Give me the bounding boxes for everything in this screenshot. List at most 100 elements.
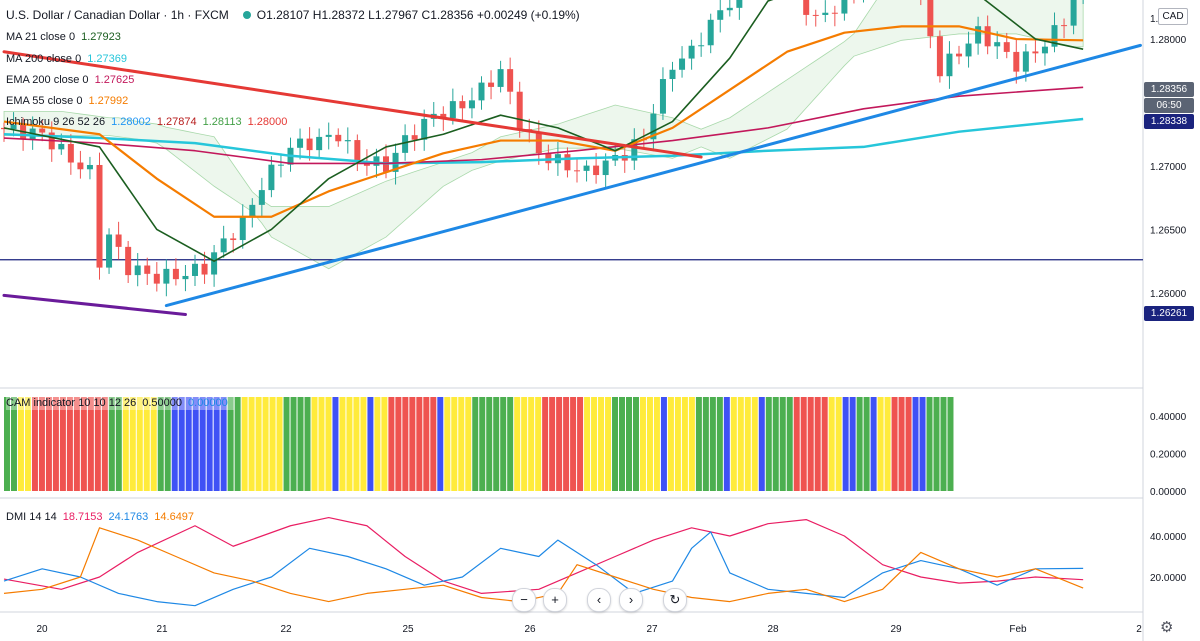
currency-badge[interactable]: CAD — [1158, 8, 1188, 25]
cam-bar — [653, 397, 660, 491]
candle-body — [58, 143, 65, 150]
cam-bar — [751, 397, 758, 491]
cam-bar — [856, 397, 863, 491]
cam-bar — [290, 397, 297, 491]
price-tick-label: 1.2 — [1150, 14, 1164, 25]
cam-bar — [416, 397, 423, 491]
cam-bar — [500, 397, 507, 491]
legend-ema200-label: EMA 200 close 0 — [6, 74, 89, 86]
cam-bar — [206, 397, 213, 491]
candle-body — [927, 0, 934, 37]
price-tick-label: 1.28000 — [1150, 35, 1187, 46]
time-tick-label: 22 — [280, 624, 292, 635]
zoom-out-button[interactable]: − — [512, 588, 536, 612]
cam-bar — [318, 397, 325, 491]
candle-body — [736, 0, 743, 8]
cam-bar — [451, 397, 458, 491]
cam-bar — [143, 397, 150, 491]
cam-bar — [765, 397, 772, 491]
cam-bar — [632, 397, 639, 491]
cam-bar — [178, 397, 185, 491]
legend-ichimoku[interactable]: Ichimoku 9 26 52 26 1.28002 1.27874 1.28113… — [6, 115, 293, 129]
cam-bar — [122, 397, 129, 491]
cam-bar — [262, 397, 269, 491]
scroll-right-button[interactable]: › — [619, 588, 643, 612]
cam-bar — [542, 397, 549, 491]
trendline-2 — [164, 43, 1142, 308]
cam-bar — [395, 397, 402, 491]
cam-bar — [465, 397, 472, 491]
candle-body — [440, 113, 447, 119]
legend-cam[interactable]: CAM indicator 10 10 12 26 0.50000 0.00000 — [6, 396, 234, 410]
cam-bar — [912, 397, 919, 491]
cam-bar — [283, 397, 290, 491]
settings-button[interactable]: ⚙ — [1160, 618, 1173, 636]
legend-ema55[interactable]: EMA 55 close 0 1.27992 — [6, 94, 134, 108]
candle-body — [297, 138, 304, 148]
cam-bar — [779, 397, 786, 491]
zoom-in-button[interactable]: + — [543, 588, 567, 612]
candle-body — [1041, 46, 1048, 54]
dmi-label: DMI 14 14 — [6, 511, 57, 523]
legend-ma200[interactable]: MA 200 close 0 1.27369 — [6, 52, 133, 66]
legend-dmi[interactable]: DMI 14 14 18.7153 24.1763 14.6497 — [6, 510, 200, 524]
candle-body — [564, 154, 571, 171]
cam-bar — [339, 397, 346, 491]
candle-body — [956, 53, 962, 57]
price-tick-label: 1.26000 — [1150, 289, 1187, 300]
cam-bar — [388, 397, 395, 491]
legend-ema200[interactable]: EMA 200 close 0 1.27625 — [6, 73, 140, 87]
dmi-series-dmi+ — [3, 516, 1084, 594]
cam-bar — [626, 397, 632, 491]
cam-bar — [535, 397, 542, 491]
cam-bar — [716, 397, 723, 491]
cam-label: CAM indicator 10 10 12 26 — [6, 397, 137, 409]
candle-body — [707, 19, 714, 46]
ma200-line — [3, 117, 1084, 165]
cam-bar — [430, 397, 437, 491]
candle-body — [86, 164, 93, 170]
level-badge-lower: 1.26261 — [1144, 306, 1194, 321]
cam-bar — [297, 397, 304, 491]
candle-body — [650, 113, 657, 140]
cam-bar — [444, 397, 451, 491]
cam-bar — [947, 397, 954, 491]
cam-bar — [821, 397, 828, 491]
cam-bar — [402, 397, 409, 491]
candle-body — [975, 26, 982, 44]
cam-bar — [360, 397, 367, 491]
legend-ema55-label: EMA 55 close 0 — [6, 95, 83, 107]
dmi-tick-label: 40.0000 — [1150, 532, 1187, 543]
cam-bar — [772, 397, 779, 491]
countdown-badge: 06:50 — [1144, 98, 1194, 113]
time-tick-label: 2 — [1136, 624, 1142, 635]
cam-bar — [31, 397, 38, 491]
time-tick-label: 26 — [524, 624, 536, 635]
cam-bar — [577, 397, 584, 491]
candle-body — [478, 82, 485, 101]
candle-body — [679, 58, 686, 70]
candle-body — [106, 234, 113, 268]
candle-body — [96, 164, 103, 268]
cam-bar — [17, 397, 24, 491]
candle-body — [230, 238, 237, 241]
candle-body — [726, 7, 733, 11]
candle-body — [507, 69, 514, 92]
candle-body — [144, 265, 151, 274]
cam-bar — [528, 397, 535, 491]
time-tick-label: Feb — [1009, 624, 1027, 635]
candle-body — [822, 12, 829, 15]
ohlc-readout: O1.28107 H1.28372 L1.27967 C1.28356 +0.0… — [256, 8, 580, 22]
reset-chart-button[interactable]: ↻ — [663, 588, 687, 612]
candle-body — [316, 136, 323, 151]
cam-bar — [646, 397, 653, 491]
ichimoku-value-1: 1.28002 — [111, 116, 151, 128]
cam-bar — [248, 397, 255, 491]
legend-ma21[interactable]: MA 21 close 0 1.27923 — [6, 30, 127, 44]
cam-bar — [220, 397, 227, 491]
scroll-left-button[interactable]: ‹ — [587, 588, 611, 612]
cam-bar — [4, 397, 10, 491]
candle-body — [583, 165, 590, 171]
candle-body — [984, 26, 991, 47]
